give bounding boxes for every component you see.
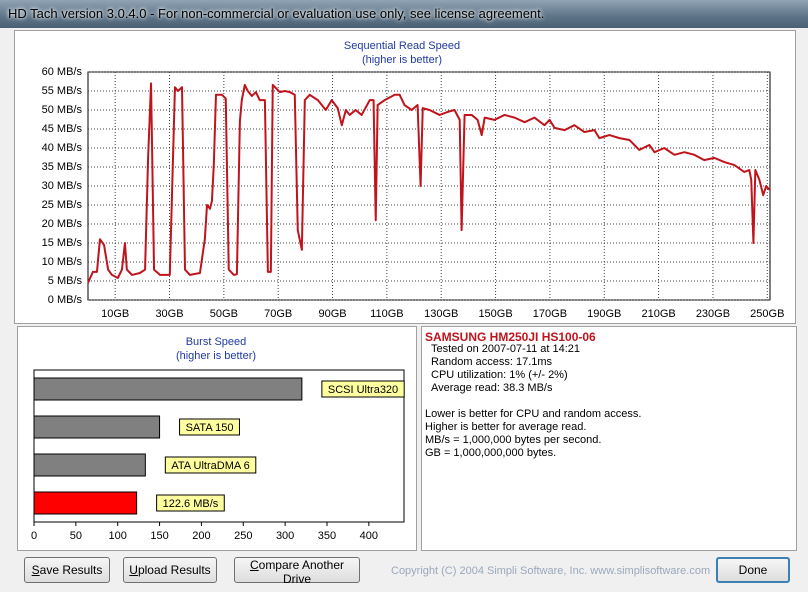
bar [33, 453, 146, 477]
drive-detail: Random access: 17.1ms [431, 356, 553, 368]
x-tick-label: 250GB [750, 308, 784, 320]
x-tick-label: 210GB [641, 308, 675, 320]
drive-detail: CPU utilization: 1% (+/- 2%) [431, 369, 568, 381]
bar-label: 122.6 MB/s [163, 498, 219, 510]
y-tick-label: 20 MB/s [42, 218, 83, 230]
note: Lower is better for CPU and random acces… [425, 408, 642, 420]
drive-detail: Average read: 38.3 MB/s [431, 382, 553, 394]
y-tick-label: 55 MB/s [42, 85, 83, 97]
label-box [164, 456, 257, 474]
y-tick-label: 35 MB/s [42, 161, 83, 173]
button-label: Done [738, 563, 768, 577]
note: Higher is better for average read. [425, 421, 587, 433]
x-tick-label: 150GB [478, 308, 512, 320]
bar-label: SCSI Ultra320 [328, 384, 398, 396]
button[interactable]: Save Results [24, 557, 110, 583]
button[interactable]: Done [716, 557, 790, 583]
note: MB/s = 1,000,000 bytes per second. [425, 434, 602, 446]
label-box [321, 380, 405, 398]
title-bar: HD Tach version 3.0.4.0 - For non-commer… [0, 0, 808, 28]
button-label: Save Results [31, 563, 103, 577]
button-label: Upload Results [129, 563, 211, 577]
bar-label: SATA 150 [186, 422, 234, 434]
x-tick-label: 100 [109, 530, 127, 542]
x-tick-label: 170GB [533, 308, 567, 320]
x-tick-label: 190GB [587, 308, 621, 320]
info-panel [421, 326, 797, 551]
chart-title: Burst Speed [186, 336, 247, 348]
drive-detail: Tested on 2007-07-11 at 14:21 [431, 343, 581, 355]
x-tick-label: 30GB [155, 308, 183, 320]
note: GB = 1,000,000,000 bytes. [425, 447, 557, 459]
x-tick-label: 110GB [370, 308, 403, 320]
button-label: Compare Another Drive [249, 558, 345, 586]
bar [33, 491, 138, 515]
y-tick-label: 25 MB/s [42, 199, 83, 211]
chart-title: Sequential Read Speed [344, 40, 460, 52]
y-tick-label: 5 MB/s [48, 275, 83, 287]
chart-subtitle: (higher is better) [176, 350, 256, 362]
chart-subtitle: (higher is better) [362, 54, 442, 66]
x-tick-label: 0 [31, 530, 37, 542]
y-tick-label: 30 MB/s [42, 180, 83, 192]
x-tick-label: 50 [70, 530, 82, 542]
label-box [156, 494, 225, 512]
y-tick-label: 50 MB/s [42, 104, 83, 116]
button[interactable]: Upload Results [123, 557, 217, 583]
x-tick-label: 10GB [101, 308, 129, 320]
x-tick-label: 150 [150, 530, 168, 542]
x-tick-label: 230GB [696, 308, 730, 320]
y-tick-label: 45 MB/s [42, 123, 83, 135]
x-tick-label: 350 [318, 530, 336, 542]
y-tick-label: 10 MB/s [42, 256, 83, 268]
x-tick-label: 50GB [210, 308, 238, 320]
x-tick-label: 200 [192, 530, 210, 542]
y-tick-label: 0 MB/s [48, 294, 83, 306]
drive-name: SAMSUNG HM250JI HS100-06 [425, 330, 596, 344]
y-tick-label: 60 MB/s [42, 66, 83, 78]
x-tick-label: 300 [276, 530, 294, 542]
copyright: Copyright (C) 2004 Simpli Software, Inc.… [391, 565, 711, 577]
x-tick-label: 400 [360, 530, 378, 542]
bar-label: ATA UltraDMA 6 [171, 460, 249, 472]
bar [33, 415, 161, 439]
label-box [179, 418, 240, 436]
x-tick-label: 90GB [318, 308, 346, 320]
x-tick-label: 250 [234, 530, 252, 542]
x-tick-label: 70GB [264, 308, 292, 320]
x-tick-label: 130GB [424, 308, 458, 320]
y-tick-label: 40 MB/s [42, 142, 83, 154]
speed-line [87, 82, 770, 284]
button[interactable]: Compare Another Drive [234, 557, 360, 586]
bar [33, 377, 303, 401]
y-tick-label: 15 MB/s [42, 237, 83, 249]
window-title: HD Tach version 3.0.4.0 - For non-commer… [8, 6, 545, 21]
